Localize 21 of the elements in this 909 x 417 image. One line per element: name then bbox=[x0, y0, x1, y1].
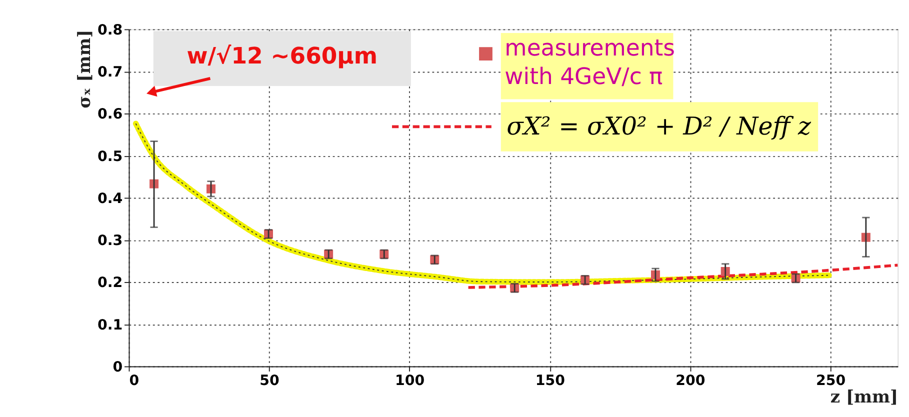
line-series bbox=[466, 264, 900, 289]
y-tick-label: 0.6 bbox=[97, 106, 123, 123]
y-tick-label: 0.5 bbox=[97, 148, 123, 165]
y-tick-label: 0.1 bbox=[97, 317, 123, 334]
y-tick-label: 0.3 bbox=[97, 233, 123, 250]
x-tick-label: 200 bbox=[676, 372, 706, 389]
annotation: w/√12 ~660μm bbox=[186, 43, 378, 70]
y-tick-label: 0.4 bbox=[97, 190, 123, 207]
y-tick-label: 0.2 bbox=[97, 275, 123, 292]
x-tick-label: 250 bbox=[816, 372, 846, 389]
x-tick-label: 150 bbox=[535, 372, 566, 389]
x-tick-label: 50 bbox=[260, 372, 280, 389]
x-tick-label: 0 bbox=[129, 372, 140, 389]
y-tick-label: 0 bbox=[112, 359, 123, 376]
x-axis-title: z [mm] bbox=[830, 388, 898, 408]
x-tick-label: 100 bbox=[395, 372, 425, 389]
legend-label: σX² = σX0² + D² / Neff z bbox=[506, 111, 812, 140]
y-tick-label: 0.7 bbox=[97, 64, 123, 81]
legend-label: measurements with 4GeV/c π bbox=[504, 36, 676, 90]
y-axis-title: σₓ [mm] bbox=[74, 30, 95, 108]
y-tick-label: 0.8 bbox=[97, 22, 123, 38]
